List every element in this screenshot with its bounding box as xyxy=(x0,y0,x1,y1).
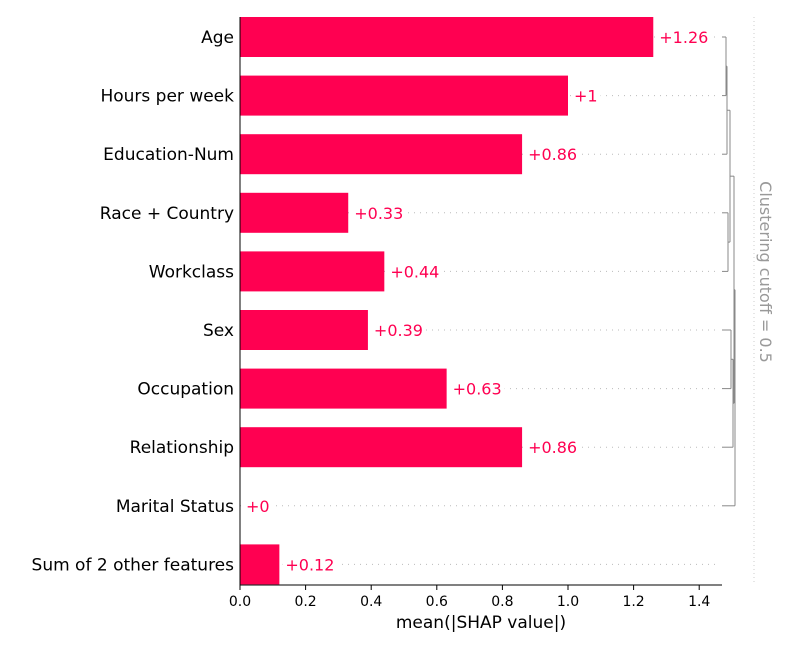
bar-sex xyxy=(240,310,368,350)
x-tick-label: 1.4 xyxy=(688,594,710,610)
x-tick-label: 1.2 xyxy=(622,594,644,610)
x-axis-title: mean(|SHAP value|) xyxy=(396,613,566,633)
feature-label: Workclass xyxy=(149,262,234,282)
value-label-background xyxy=(525,145,581,165)
value-label-background xyxy=(387,262,443,282)
x-tick-label: 0.0 xyxy=(229,594,251,610)
x-tick-label: 0.2 xyxy=(294,594,316,610)
bar-workclass xyxy=(240,251,385,292)
value-label: +1 xyxy=(574,87,598,106)
value-label: +0.86 xyxy=(528,438,577,457)
value-label: +0 xyxy=(246,497,270,516)
clustering-dendrogram xyxy=(722,17,755,585)
bar-race-country xyxy=(240,192,349,233)
value-label-background xyxy=(571,86,601,106)
feature-label: Hours per week xyxy=(100,87,234,107)
value-labels-group: +1.26 +1 +0.86 +0.33 +0.44 +0.39 +0.63 +0.86 +0 +… xyxy=(243,28,712,575)
feature-label: Age xyxy=(201,28,234,48)
bar-sum-of-2-other-features xyxy=(240,544,280,585)
bars-group xyxy=(240,17,654,585)
feature-label: Race + Country xyxy=(100,204,234,224)
value-label: +0.39 xyxy=(374,321,423,340)
value-label-background xyxy=(282,555,338,575)
axes-group: 0.0 0.2 0.4 0.6 0.8 1.0 1.2 1.4 xyxy=(229,17,722,610)
feature-label: Sex xyxy=(203,321,234,341)
value-label: +0.86 xyxy=(528,145,577,164)
x-tick-label: 0.8 xyxy=(491,594,513,610)
feature-labels-group: Age Hours per week Education-Num Race + Cou… xyxy=(32,28,235,575)
value-label-background xyxy=(525,438,581,458)
feature-label: Sum of 2 other features xyxy=(32,555,235,575)
value-label: +1.26 xyxy=(659,28,708,47)
bar-age xyxy=(240,17,654,57)
value-label: +0.33 xyxy=(354,204,403,223)
value-label-background xyxy=(243,496,273,516)
feature-label: Marital Status xyxy=(116,497,234,517)
bar-occupation xyxy=(240,368,447,409)
value-label-background xyxy=(351,203,407,223)
value-label: +0.44 xyxy=(390,262,439,281)
value-label: +0.12 xyxy=(285,555,334,574)
clustering-cutoff-label: Clustering cutoff = 0.5 xyxy=(756,181,775,363)
value-label-background xyxy=(656,28,712,47)
bar-relationship xyxy=(240,427,523,468)
x-tick-label: 0.4 xyxy=(360,594,382,610)
x-tick-label: 0.6 xyxy=(426,594,448,610)
row-gridlines xyxy=(240,36,718,565)
x-tick-label: 1.0 xyxy=(557,594,579,610)
value-label-background xyxy=(370,321,426,340)
feature-label: Relationship xyxy=(130,438,234,458)
feature-label: Education-Num xyxy=(103,145,234,165)
bar-hours-per-week xyxy=(240,75,568,116)
value-label-background xyxy=(449,379,505,399)
feature-label: Occupation xyxy=(137,380,234,400)
value-label: +0.63 xyxy=(453,380,502,399)
bar-education-num xyxy=(240,134,523,175)
